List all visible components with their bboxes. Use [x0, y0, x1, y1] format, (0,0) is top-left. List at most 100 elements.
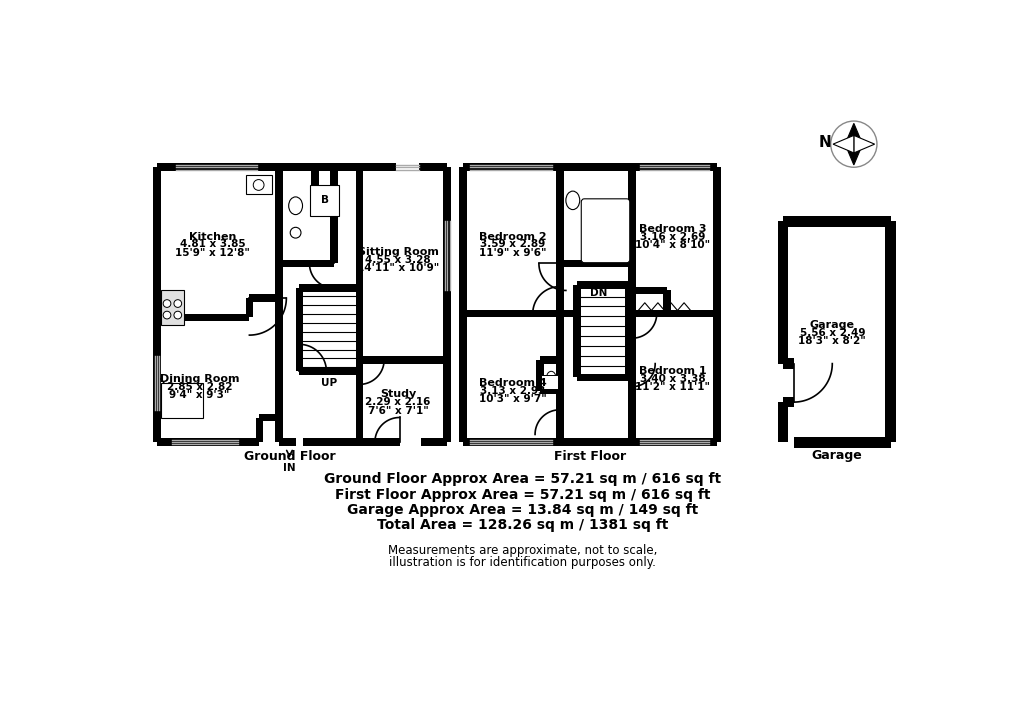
- Bar: [359, 163, 395, 171]
- Text: Total Area = 128.26 sq m / 1381 sq ft: Total Area = 128.26 sq m / 1381 sq ft: [377, 518, 667, 532]
- Bar: [463, 163, 716, 171]
- Bar: [459, 167, 466, 442]
- Text: B: B: [321, 195, 328, 205]
- Text: 15'9" x 12'8": 15'9" x 12'8": [175, 248, 250, 258]
- Bar: [300, 367, 359, 375]
- Polygon shape: [845, 123, 862, 144]
- Bar: [246, 175, 272, 194]
- Text: UP: UP: [320, 378, 336, 388]
- Circle shape: [163, 311, 171, 319]
- Text: 3.59 x 2.89: 3.59 x 2.89: [480, 239, 545, 249]
- Bar: [793, 437, 890, 448]
- Bar: [161, 383, 203, 418]
- Bar: [632, 310, 716, 318]
- Text: 7'6" x 7'1": 7'6" x 7'1": [367, 405, 428, 415]
- Bar: [256, 418, 263, 442]
- Bar: [783, 216, 890, 227]
- Bar: [783, 397, 793, 408]
- Text: Bedroom 1: Bedroom 1: [639, 366, 706, 377]
- Bar: [300, 284, 359, 292]
- Text: 9'4" x 9'3": 9'4" x 9'3": [169, 390, 229, 400]
- Text: Bedroom 3: Bedroom 3: [639, 224, 706, 234]
- Bar: [359, 356, 447, 364]
- Bar: [330, 167, 337, 264]
- Text: Bedroom 2: Bedroom 2: [479, 232, 546, 241]
- Circle shape: [174, 311, 181, 319]
- Bar: [712, 167, 720, 442]
- Bar: [153, 167, 161, 442]
- Bar: [576, 374, 629, 382]
- Text: Ground Floor: Ground Floor: [244, 449, 335, 462]
- Bar: [250, 294, 278, 302]
- Bar: [576, 282, 629, 289]
- Bar: [632, 287, 666, 294]
- Bar: [278, 438, 296, 446]
- FancyBboxPatch shape: [581, 199, 629, 263]
- Polygon shape: [853, 135, 873, 153]
- Bar: [157, 163, 278, 171]
- Bar: [559, 310, 576, 318]
- Text: 14'11" x 10'9": 14'11" x 10'9": [357, 263, 439, 273]
- Text: 2.85 x 2.82: 2.85 x 2.82: [166, 382, 232, 392]
- Text: 3.16 x 2.69: 3.16 x 2.69: [640, 232, 705, 241]
- Ellipse shape: [566, 191, 579, 210]
- Bar: [628, 167, 635, 442]
- Bar: [776, 402, 788, 442]
- Text: Kitchen: Kitchen: [189, 232, 235, 241]
- Text: 10'4" x 8'10": 10'4" x 8'10": [635, 240, 710, 250]
- Text: 3.40 x 3.38: 3.40 x 3.38: [640, 374, 705, 384]
- Bar: [359, 438, 399, 446]
- Bar: [463, 438, 716, 446]
- Ellipse shape: [546, 372, 555, 384]
- Text: 10'3" x 9'7": 10'3" x 9'7": [478, 394, 546, 404]
- Bar: [274, 167, 282, 442]
- Bar: [278, 260, 334, 267]
- Bar: [303, 438, 359, 446]
- Bar: [356, 167, 363, 442]
- Bar: [555, 167, 564, 442]
- Bar: [463, 310, 559, 318]
- Text: 2.29 x 2.16: 2.29 x 2.16: [365, 397, 430, 407]
- Bar: [662, 290, 669, 313]
- Circle shape: [174, 300, 181, 307]
- Text: 4.81 x 3.85: 4.81 x 3.85: [179, 239, 245, 249]
- Text: 11'9" x 9'6": 11'9" x 9'6": [479, 248, 546, 258]
- Text: Measurements are approximate, not to scale,: Measurements are approximate, not to sca…: [387, 544, 657, 557]
- Text: Ground Floor Approx Area = 57.21 sq m / 616 sq ft: Ground Floor Approx Area = 57.21 sq m / …: [324, 472, 720, 486]
- Text: IN: IN: [283, 464, 296, 473]
- Bar: [573, 285, 580, 377]
- Text: 18'3" x 8'2": 18'3" x 8'2": [798, 336, 865, 346]
- Bar: [443, 167, 450, 360]
- Bar: [625, 285, 632, 377]
- Bar: [246, 298, 253, 318]
- Ellipse shape: [288, 197, 303, 215]
- Text: Garage Approx Area = 13.84 sq m / 149 sq ft: Garage Approx Area = 13.84 sq m / 149 sq…: [346, 503, 698, 517]
- Bar: [421, 438, 447, 446]
- Bar: [161, 290, 183, 325]
- Text: 4.55 x 3.28: 4.55 x 3.28: [365, 255, 430, 265]
- Bar: [419, 163, 447, 171]
- Text: 11'2" x 11'1": 11'2" x 11'1": [635, 382, 709, 392]
- Bar: [776, 221, 788, 364]
- Bar: [559, 260, 632, 267]
- Text: illustration is for identification purposes only.: illustration is for identification purpo…: [389, 556, 655, 569]
- Text: Dining Room: Dining Room: [159, 374, 238, 384]
- Bar: [535, 360, 543, 390]
- Text: 3.13 x 2.93: 3.13 x 2.93: [480, 385, 545, 395]
- Text: Garage: Garage: [809, 320, 854, 330]
- Text: Garage: Garage: [811, 449, 861, 462]
- Bar: [541, 375, 557, 389]
- Ellipse shape: [290, 228, 301, 238]
- Bar: [783, 359, 793, 369]
- Bar: [157, 313, 250, 321]
- Bar: [539, 387, 559, 395]
- Bar: [311, 167, 318, 210]
- Circle shape: [253, 179, 264, 190]
- Text: N: N: [818, 135, 830, 150]
- Bar: [259, 414, 278, 421]
- Text: 5.56 x 2.49: 5.56 x 2.49: [799, 328, 864, 338]
- Polygon shape: [833, 135, 853, 153]
- Bar: [315, 206, 334, 213]
- Text: First Floor Approx Area = 57.21 sq m / 616 sq ft: First Floor Approx Area = 57.21 sq m / 6…: [334, 487, 710, 502]
- Bar: [884, 221, 896, 442]
